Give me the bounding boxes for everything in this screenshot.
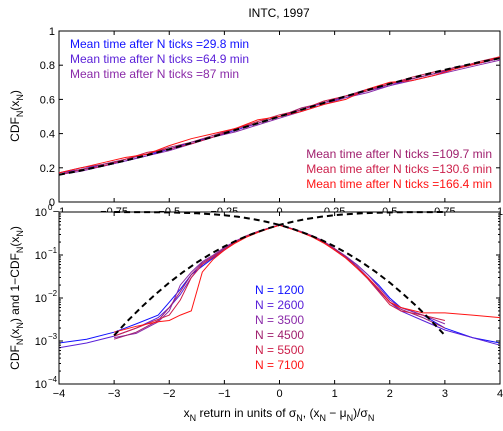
bottom-x-tick-label: −1 <box>218 388 231 400</box>
top-gaussian-line <box>58 57 501 176</box>
bottom-x-ticks: −4 −3 −2 −1 0 1 2 3 4 <box>53 212 503 400</box>
top-panel: −1−0.75−0.5−0.2500.250.50.751 00.20.40.6… <box>8 26 503 218</box>
top-annotation-1: Mean time after N ticks =29.8 min <box>70 37 249 51</box>
top-y-tick-label: 0.8 <box>40 60 55 72</box>
bottom-x-tick-label: 0 <box>276 388 282 400</box>
top-y-axis-label: CDFN(xN) <box>8 90 25 142</box>
bottom-y-tick-exponent: −4 <box>48 375 58 384</box>
top-y-tick-label: 0.4 <box>40 129 55 141</box>
top-y-tick-label: 0.2 <box>40 163 55 175</box>
top-annotation-3: Mean time after N ticks =87 min <box>70 67 239 81</box>
top-y-tick-label: 1 <box>49 26 55 38</box>
top-series-line-6 <box>58 56 501 174</box>
bottom-y-tick-label: 10 <box>35 207 47 219</box>
bottom-x-tick-label: 3 <box>442 388 448 400</box>
top-annotation-6: Mean time after N ticks =166.4 min <box>306 177 492 191</box>
bottom-y-axis-label: CDFN(xN) and 1−CDFN(xN) <box>8 226 25 370</box>
figure-title: INTC, 1997 <box>248 6 310 20</box>
legend-entry-3: N = 3500 <box>255 313 304 327</box>
bottom-x-tick-label: −3 <box>108 388 121 400</box>
bottom-x-axis-label: xN return in units of σN, (xN − μN)/σN <box>184 406 375 423</box>
bottom-y-tick-exponent: 0 <box>48 203 53 212</box>
legend-entry-2: N = 2600 <box>255 298 304 312</box>
bottom-y-tick-exponent: −1 <box>48 246 58 255</box>
top-y-tick-label: 0.6 <box>40 94 55 106</box>
legend-entry-4: N = 4500 <box>255 328 304 342</box>
bottom-y-tick-label: 10 <box>35 379 47 391</box>
bottom-y-tick-exponent: −2 <box>48 289 58 298</box>
top-series-lines <box>58 56 501 176</box>
bottom-x-tick-label: −4 <box>53 388 66 400</box>
bottom-left-tail-line-6 <box>113 224 280 333</box>
bottom-y-tick-label: 10 <box>35 336 47 348</box>
bottom-x-tick-label: −2 <box>163 388 176 400</box>
top-annotation-2: Mean time after N ticks =64.9 min <box>70 52 249 66</box>
legend-entry-1: N = 1200 <box>255 283 304 297</box>
bottom-y-tick-exponent: −3 <box>48 332 58 341</box>
bottom-y-tick-label: 10 <box>35 250 47 262</box>
bottom-x-tick-label: 2 <box>387 388 393 400</box>
bottom-y-tick-label: 10 <box>35 293 47 305</box>
legend-entry-6: N = 7100 <box>255 358 304 372</box>
legend-entry-5: N = 5500 <box>255 343 304 357</box>
top-y-ticks: 0 0.2 0.4 0.6 0.8 1 <box>40 26 500 209</box>
top-annotation-5: Mean time after N ticks =130.6 min <box>306 162 492 176</box>
bottom-x-tick-label: 4 <box>497 388 503 400</box>
top-y-tick-label: 0 <box>49 197 55 209</box>
top-annotation-4: Mean time after N ticks =109.7 min <box>306 147 492 161</box>
bottom-x-tick-label: 1 <box>332 388 338 400</box>
bottom-left-tail-line-5 <box>113 224 280 337</box>
